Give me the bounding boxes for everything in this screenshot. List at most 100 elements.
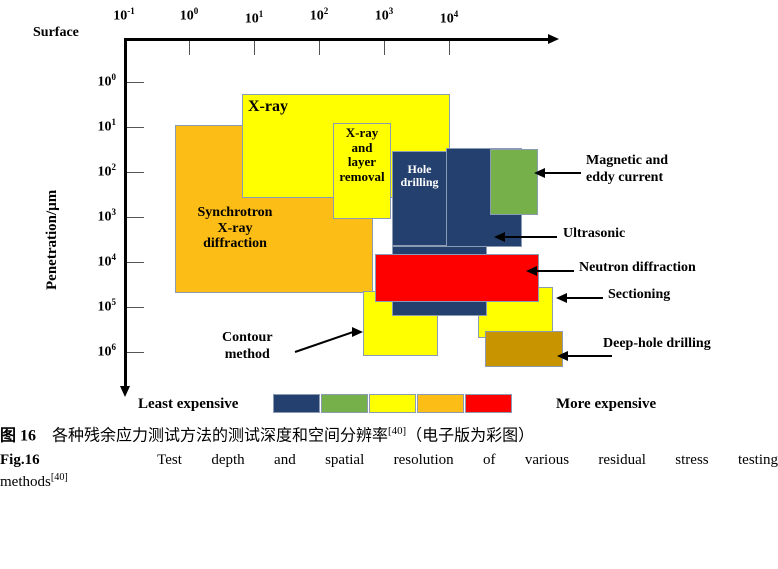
callout-deep-hole-drilling: Deep-hole drilling [603,336,711,351]
y-tick-label-3: 103 [58,207,117,226]
x-tick-exp-3: 2 [323,6,329,16]
y-tick-exp-3: 3 [111,207,117,217]
box-neutron-diffraction [375,254,539,302]
leader-deep-hole-drilling [568,355,612,357]
box-label-x-ray-and-layer-removal: X-ray and layer removal [339,125,385,184]
y-tick-label-6: 106 [58,342,117,361]
x-axis-line [124,38,549,41]
y-axis-title: Penetration/µm [44,189,60,290]
arrowhead-contour-method-icon [352,327,363,337]
y-tick-exp-6: 6 [111,342,117,352]
y-tick-6 [127,352,144,353]
x-tick-exp-2: 1 [258,9,264,19]
caption-en-line2: methods [0,474,51,491]
caption-en-text: Test depth and spatial resolution of var… [157,451,778,468]
x-axis-arrow-icon [548,34,559,44]
y-tick-base-3: 10 [97,209,112,225]
y-tick-base-5: 10 [97,299,112,315]
x-tick-label-2: 101 [229,9,279,28]
y-tick-1 [127,127,144,128]
box-hole-drilling [392,151,447,246]
callout-ultrasonic: Ultrasonic [563,226,626,241]
x-tick-base-1: 10 [179,8,194,24]
y-tick-exp-1: 1 [111,117,117,127]
x-tick-5 [449,41,450,55]
y-axis-arrow-icon [120,386,130,397]
x-tick-base-3: 10 [309,8,324,24]
figure-caption: 图 16 各种残余应力测试方法的测试深度和空间分辨率[40]（电子版为彩图） F… [0,424,778,569]
leader-sectioning [567,297,603,299]
y-tick-exp-4: 4 [111,252,117,262]
y-tick-base-2: 10 [97,164,112,180]
x-tick-base-0: 10 [113,8,128,24]
x-tick-label-4: 103 [359,6,409,25]
x-tick-label-5: 104 [424,9,474,28]
arrowhead-neutron-diffraction-icon [526,266,537,276]
figure-graphic: 10-1 100 101 102 103 104 Surface Penetra… [33,6,711,413]
y-tick-base-0: 10 [97,74,112,90]
legend-swatch-1 [321,394,368,413]
x-tick-exp-4: 3 [388,6,394,16]
x-tick-base-4: 10 [374,8,389,24]
caption-cn-text: 各种残余应力测试方法的测试深度和空间分辨率 [52,427,389,445]
legend-swatch-4 [465,394,512,413]
caption-english: Fig.16 Test depth and spatial resolution… [0,450,778,495]
x-tick-exp-0: -1 [127,6,135,16]
arrowhead-sectioning-icon [556,293,567,303]
callout-sectioning: Sectioning [608,287,671,302]
callout-contour-method: Contour method [222,330,273,362]
x-tick-exp-1: 0 [193,6,199,16]
y-tick-label-5: 105 [58,297,117,316]
caption-cn-tag: 图 16 [0,427,37,445]
callout-magnetic-and-eddy-current: Magnetic and eddy current [586,153,669,185]
y-tick-base-6: 10 [97,344,112,360]
caption-en-ref: [40] [50,472,68,484]
box-label-synchrotron-x-ray-diffraction: Synchrotron X-ray diffraction [197,205,273,252]
surface-label: Surface [33,25,79,40]
caption-chinese: 图 16 各种残余应力测试方法的测试深度和空间分辨率[40]（电子版为彩图） [0,424,778,448]
caption-en-line1: Fig.16 Test depth and spatial resolution… [0,450,778,472]
x-tick-label-0: 10-1 [99,6,149,25]
y-tick-exp-5: 5 [111,297,117,307]
legend-least-expensive-label: Least expensive [138,396,239,412]
box-magnetic-and-eddy-current [490,149,538,215]
leader-magnetic-and-eddy-current [545,172,581,174]
x-tick-1 [189,41,190,55]
y-tick-label-0: 100 [58,72,117,91]
x-tick-3 [319,41,320,55]
legend-swatch-3 [417,394,464,413]
caption-en-tag: Fig.16 [0,451,40,468]
y-tick-3 [127,217,144,218]
leader-ultrasonic [505,236,557,238]
x-tick-base-5: 10 [439,11,454,27]
box-label-x-ray: X-ray [248,98,288,115]
legend-swatch-2 [369,394,416,413]
y-tick-4 [127,262,144,263]
box-x-ray-and-layer-removal [333,123,391,219]
box-label-hole-drilling: Hole drilling [400,162,439,190]
x-tick-4 [384,41,385,55]
y-tick-label-1: 101 [58,117,117,136]
y-tick-exp-2: 2 [111,162,117,172]
x-tick-label-3: 102 [294,6,344,25]
x-tick-label-1: 100 [164,6,214,25]
y-tick-label-4: 104 [58,252,117,271]
arrowhead-deep-hole-drilling-icon [557,351,568,361]
x-tick-2 [254,41,255,55]
x-tick-exp-5: 4 [453,9,459,19]
legend-swatch-0 [273,394,320,413]
caption-cn-tail: （电子版为彩图） [406,427,535,445]
legend-more-expensive-label: More expensive [556,396,657,412]
arrowhead-magnetic-and-eddy-current-icon [534,168,545,178]
x-tick-base-2: 10 [244,11,259,27]
y-tick-label-2: 102 [58,162,117,181]
box-deep-hole-drilling [485,331,563,367]
y-tick-exp-0: 0 [111,72,117,82]
leader-neutron-diffraction [537,270,574,272]
y-axis-line [124,38,127,387]
leader-contour-method [294,330,354,353]
arrowhead-ultrasonic-icon [494,232,505,242]
y-tick-5 [127,307,144,308]
callout-neutron-diffraction: Neutron diffraction [579,260,696,275]
y-tick-0 [127,82,144,83]
